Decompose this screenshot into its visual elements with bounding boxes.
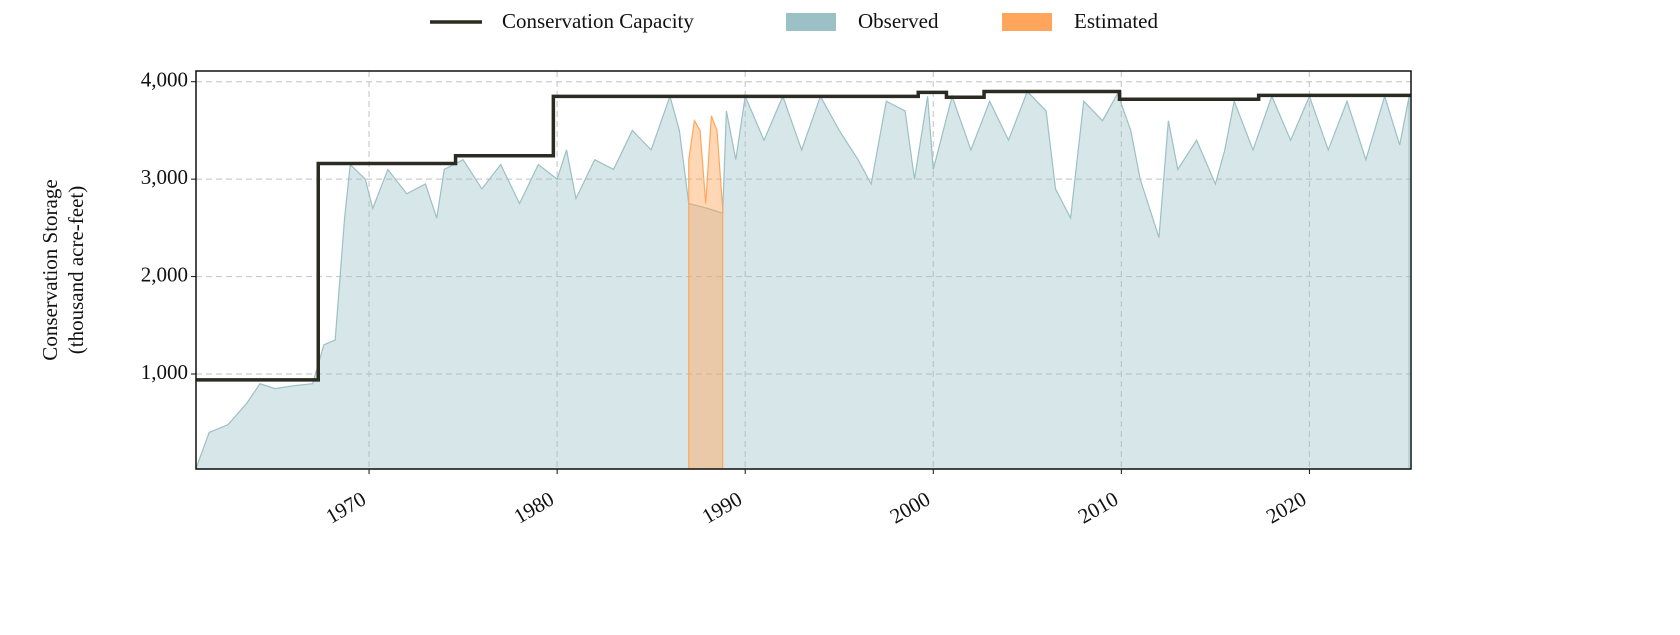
legend-swatch <box>1002 13 1052 31</box>
legend: Conservation Capacity Observed Estimated <box>430 9 1158 33</box>
legend-swatch <box>786 13 836 31</box>
x-tick-label: 1980 <box>510 487 558 529</box>
area <box>688 115 724 470</box>
x-tick-label: 2000 <box>886 487 934 529</box>
x-tick-label: 1990 <box>698 487 746 529</box>
y-tick-label: 4,000 <box>141 68 188 92</box>
area <box>195 90 1410 470</box>
x-tick-label: 1970 <box>322 487 370 529</box>
legend-label: Estimated <box>1074 9 1158 33</box>
x-tick-label: 2010 <box>1074 487 1122 529</box>
legend-label: Observed <box>858 9 939 33</box>
y-tick-label: 2,000 <box>141 262 188 286</box>
grid <box>196 71 1411 469</box>
step-line <box>196 89 1411 382</box>
y-axis-label: Conservation Storage <box>38 179 62 360</box>
legend-label: Conservation Capacity <box>502 9 694 33</box>
x-tick-label: 2020 <box>1262 487 1310 529</box>
y-axis-label: (thousand acre-feet) <box>64 186 88 354</box>
y-tick-label: 1,000 <box>141 360 188 384</box>
plot-frame <box>195 70 1412 470</box>
y-tick-label: 3,000 <box>141 165 188 189</box>
